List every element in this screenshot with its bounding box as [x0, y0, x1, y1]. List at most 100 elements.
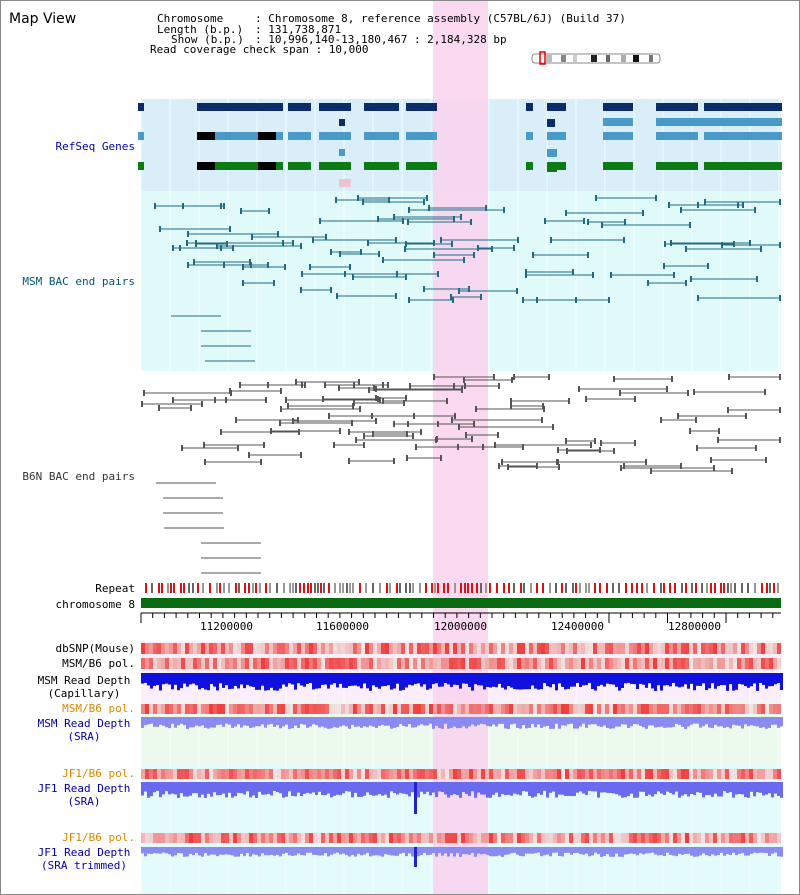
- track-label-b6n-bac[interactable]: B6N BAC end pairs: [22, 470, 135, 483]
- read-depth-bar: [330, 717, 333, 729]
- polymorphism-density-cell: [457, 769, 461, 779]
- read-depth-bar: [450, 717, 453, 728]
- read-depth-bar: [396, 717, 399, 727]
- read-depth-bar: [192, 847, 195, 856]
- gene-exon: [547, 119, 555, 127]
- polymorphism-density-cell: [317, 769, 321, 779]
- polymorphism-density-cell: [737, 643, 741, 654]
- read-depth-bar: [294, 782, 297, 797]
- read-depth-bar: [492, 673, 495, 687]
- polymorphism-density-cell: [445, 643, 449, 654]
- polymorphism-density-cell: [157, 658, 161, 669]
- read-depth-bar: [585, 847, 588, 854]
- repeat-element: [641, 583, 643, 593]
- polymorphism-density-cell: [481, 643, 485, 654]
- read-depth-bar: [573, 673, 576, 687]
- polymorphism-density-cell: [713, 658, 717, 669]
- polymorphism-density-cell: [417, 643, 421, 654]
- read-depth-bar: [522, 673, 525, 690]
- bac-end-marker: [494, 442, 496, 448]
- read-depth-bar: [444, 782, 447, 795]
- gene-exon: [526, 103, 533, 111]
- polymorphism-density-cell: [521, 704, 525, 714]
- polymorphism-density-cell: [517, 643, 521, 654]
- polymorphism-density-cell: [157, 643, 161, 654]
- polymorphism-density-cell: [505, 643, 509, 654]
- polymorphism-density-cell: [277, 769, 281, 779]
- read-depth-bar: [339, 782, 342, 796]
- polymorphism-density-cell: [649, 658, 653, 669]
- read-depth-bar: [360, 673, 363, 689]
- polymorphism-density-cell: [217, 833, 221, 843]
- polymorphism-density-cell: [245, 704, 249, 714]
- read-depth-bar: [246, 673, 249, 685]
- gene-exon: [656, 103, 698, 111]
- read-depth-bar: [759, 847, 762, 853]
- read-depth-bar: [540, 847, 543, 857]
- read-depth-bar: [423, 673, 426, 685]
- polymorphism-density-cell: [389, 658, 393, 669]
- read-depth-bar: [519, 717, 522, 729]
- bac-end-marker: [172, 397, 174, 403]
- read-depth-bar: [249, 782, 252, 798]
- read-depth-bar: [507, 673, 510, 687]
- read-depth-bar: [522, 782, 525, 792]
- read-depth-bar: [561, 717, 564, 726]
- read-depth-bar: [189, 673, 192, 685]
- read-depth-bar: [516, 717, 519, 728]
- read-depth-bar: [312, 673, 315, 690]
- read-depth-bar: [648, 847, 651, 854]
- polymorphism-density-cell: [149, 643, 153, 654]
- bac-end-marker: [677, 413, 679, 419]
- polymorphism-density-cell: [245, 833, 249, 843]
- bac-end-marker: [388, 197, 390, 203]
- read-depth-bar: [765, 673, 768, 689]
- polymorphism-density-cell: [169, 658, 173, 669]
- bac-end-marker: [405, 395, 407, 401]
- polymorphism-density-cell: [665, 658, 669, 669]
- read-depth-bar: [372, 673, 375, 686]
- polymorphism-density-cell: [377, 769, 381, 779]
- read-depth-bar: [216, 717, 219, 726]
- read-depth-bar: [249, 673, 252, 687]
- read-depth-bar: [174, 673, 177, 685]
- read-depth-bar: [336, 782, 339, 795]
- read-depth-bar: [612, 782, 615, 794]
- read-depth-bar: [498, 717, 501, 724]
- read-depth-bar: [636, 847, 639, 856]
- gene-exon: [288, 103, 311, 111]
- polymorphism-density-cell: [205, 643, 209, 654]
- polymorphism-density-cell: [593, 769, 597, 779]
- read-depth-bar: [168, 847, 171, 855]
- read-depth-bar: [441, 847, 444, 856]
- bac-end-marker: [268, 208, 270, 214]
- polymorphism-density-cell: [229, 833, 233, 843]
- polymorphism-density-cell: [673, 833, 677, 843]
- read-depth-bar: [381, 782, 384, 796]
- polymorphism-density-cell: [325, 658, 329, 669]
- polymorphism-density-cell: [661, 658, 665, 669]
- polymorphism-density-cell: [753, 643, 757, 654]
- bac-end-marker: [377, 396, 379, 402]
- repeat-element: [612, 583, 614, 593]
- track-label-msm-bac[interactable]: MSM BAC end pairs: [22, 275, 135, 288]
- polymorphism-density-cell: [209, 643, 213, 654]
- read-depth-bar: [483, 847, 486, 854]
- read-depth-bar: [738, 847, 741, 854]
- bac-end-marker: [610, 272, 612, 278]
- read-depth-bar: [486, 673, 489, 687]
- polymorphism-density-cell: [569, 769, 573, 779]
- read-depth-bar: [717, 673, 720, 687]
- polymorphism-density-cell: [533, 704, 537, 714]
- read-depth-bar: [624, 717, 627, 725]
- bac-end-marker: [143, 390, 145, 396]
- gene-exon: [406, 103, 437, 111]
- read-depth-bar: [774, 673, 777, 685]
- polymorphism-density-cell: [613, 833, 617, 843]
- repeat-element: [523, 583, 525, 593]
- polymorphism-density-cell: [465, 704, 469, 714]
- read-depth-bar: [744, 673, 747, 687]
- read-depth-bar: [189, 782, 192, 796]
- track-label-refseq[interactable]: RefSeq Genes: [55, 140, 135, 153]
